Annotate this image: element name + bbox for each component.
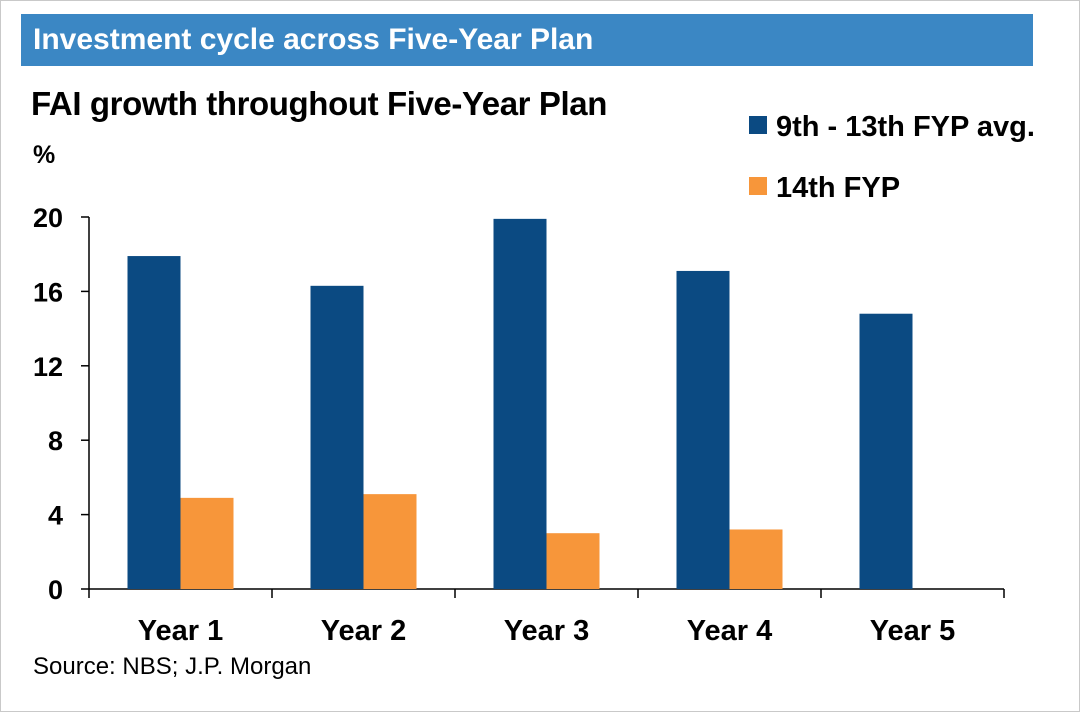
bar-avg-4 bbox=[676, 270, 730, 589]
legend-label-2: 14th FYP bbox=[776, 172, 900, 204]
legend-label-1: 9th - 13th FYP avg. bbox=[776, 111, 1035, 143]
legend-swatch-1 bbox=[749, 116, 767, 134]
bar-avg-3 bbox=[493, 218, 547, 590]
y-tick-label: 4 bbox=[48, 501, 63, 531]
y-axis-unit: % bbox=[33, 141, 56, 169]
x-category-label: Year 4 bbox=[687, 615, 772, 647]
x-category-label: Year 5 bbox=[870, 615, 955, 647]
y-tick-label: 8 bbox=[48, 426, 63, 456]
y-tick-label: 12 bbox=[33, 352, 63, 382]
bar-14th-2 bbox=[363, 494, 417, 589]
x-category-label: Year 2 bbox=[321, 615, 406, 647]
source-note: Source: NBS; J.P. Morgan bbox=[33, 653, 312, 680]
y-tick-label: 16 bbox=[33, 277, 63, 307]
x-category-label: Year 1 bbox=[138, 615, 223, 647]
banner-title: Investment cycle across Five-Year Plan bbox=[21, 14, 1033, 66]
y-tick-label: 20 bbox=[33, 203, 63, 233]
bar-14th-3 bbox=[546, 533, 600, 589]
bar-14th-1 bbox=[180, 497, 234, 589]
bar-avg-1 bbox=[127, 256, 181, 589]
y-tick-label: 0 bbox=[48, 575, 63, 605]
bar-14th-4 bbox=[729, 529, 783, 589]
bar-avg-2 bbox=[310, 285, 364, 589]
legend-swatch-2 bbox=[749, 177, 767, 195]
bar-avg-5 bbox=[859, 313, 913, 589]
x-category-label: Year 3 bbox=[504, 615, 589, 647]
chart-title: FAI growth throughout Five-Year Plan bbox=[31, 85, 607, 122]
